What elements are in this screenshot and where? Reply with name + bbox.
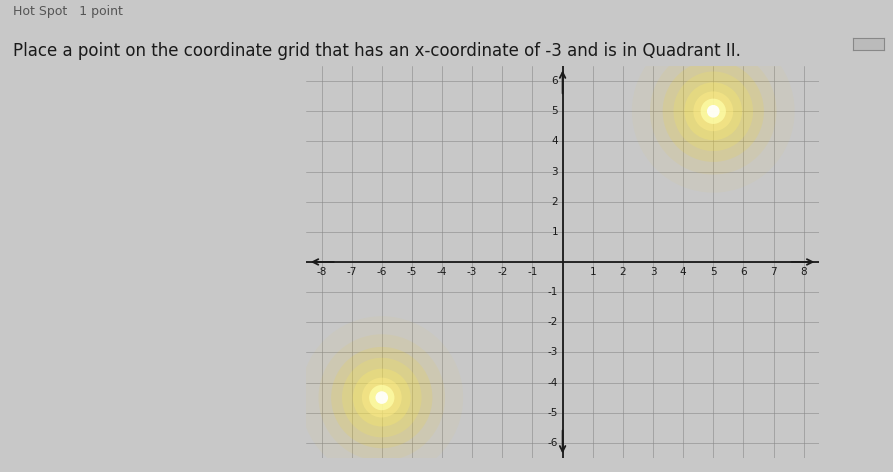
Circle shape (663, 61, 764, 162)
Text: -5: -5 (406, 267, 417, 278)
Text: 2: 2 (620, 267, 626, 278)
Circle shape (707, 105, 720, 118)
Text: 3: 3 (650, 267, 656, 278)
Text: 5: 5 (710, 267, 716, 278)
Circle shape (362, 378, 402, 417)
Text: -3: -3 (547, 347, 558, 357)
Circle shape (342, 358, 421, 438)
Text: 5: 5 (552, 106, 558, 116)
Circle shape (375, 391, 388, 404)
Circle shape (650, 48, 777, 175)
Circle shape (684, 82, 742, 140)
Circle shape (673, 71, 753, 151)
Text: -1: -1 (527, 267, 538, 278)
Text: 6: 6 (552, 76, 558, 86)
Circle shape (319, 334, 445, 461)
Text: -8: -8 (316, 267, 327, 278)
Circle shape (331, 347, 432, 448)
Text: -1: -1 (547, 287, 558, 297)
Text: 8: 8 (800, 267, 807, 278)
Circle shape (701, 99, 726, 124)
Text: -6: -6 (547, 438, 558, 448)
Text: 1: 1 (552, 227, 558, 237)
Text: -6: -6 (377, 267, 387, 278)
Text: -2: -2 (547, 317, 558, 327)
Text: Place a point on the coordinate grid that has an x-coordinate of -3 and is in Qu: Place a point on the coordinate grid tha… (13, 42, 741, 60)
Text: Hot Spot   1 point: Hot Spot 1 point (13, 5, 123, 18)
Text: 1: 1 (589, 267, 596, 278)
Text: 2: 2 (552, 197, 558, 207)
Text: 3: 3 (552, 167, 558, 177)
Circle shape (693, 92, 733, 131)
Text: -4: -4 (437, 267, 447, 278)
Text: 4: 4 (680, 267, 687, 278)
Text: -5: -5 (547, 408, 558, 418)
Circle shape (353, 369, 411, 427)
Text: -2: -2 (497, 267, 507, 278)
Text: -7: -7 (346, 267, 357, 278)
Text: -4: -4 (547, 378, 558, 388)
Text: 4: 4 (552, 136, 558, 146)
Text: -3: -3 (467, 267, 478, 278)
Text: 7: 7 (771, 267, 777, 278)
Text: 6: 6 (740, 267, 747, 278)
Circle shape (369, 385, 395, 410)
